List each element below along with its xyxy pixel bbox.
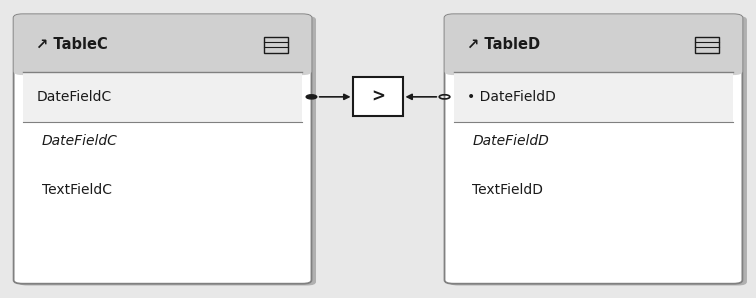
Text: ↗ TableD: ↗ TableD — [467, 37, 541, 52]
Bar — [695, 37, 719, 53]
FancyBboxPatch shape — [18, 16, 316, 285]
Text: • DateFieldD: • DateFieldD — [467, 90, 556, 104]
Text: DateFieldD: DateFieldD — [472, 134, 550, 148]
Bar — [353, 77, 402, 116]
Text: TextFieldC: TextFieldC — [42, 183, 112, 197]
FancyBboxPatch shape — [445, 14, 742, 75]
Text: >: > — [371, 88, 385, 106]
FancyBboxPatch shape — [445, 14, 742, 284]
FancyBboxPatch shape — [449, 16, 747, 285]
Bar — [454, 72, 733, 122]
Bar — [454, 18, 733, 72]
Text: ↗ TableC: ↗ TableC — [36, 37, 108, 52]
Text: DateFieldC: DateFieldC — [42, 134, 117, 148]
Text: TextFieldD: TextFieldD — [472, 183, 544, 197]
Bar — [264, 37, 288, 53]
Bar — [23, 72, 302, 122]
FancyBboxPatch shape — [14, 14, 311, 284]
Bar — [23, 50, 302, 72]
FancyBboxPatch shape — [14, 14, 311, 75]
Text: DateFieldC: DateFieldC — [36, 90, 112, 104]
Bar — [23, 18, 302, 72]
Bar — [454, 50, 733, 72]
Circle shape — [306, 95, 317, 99]
